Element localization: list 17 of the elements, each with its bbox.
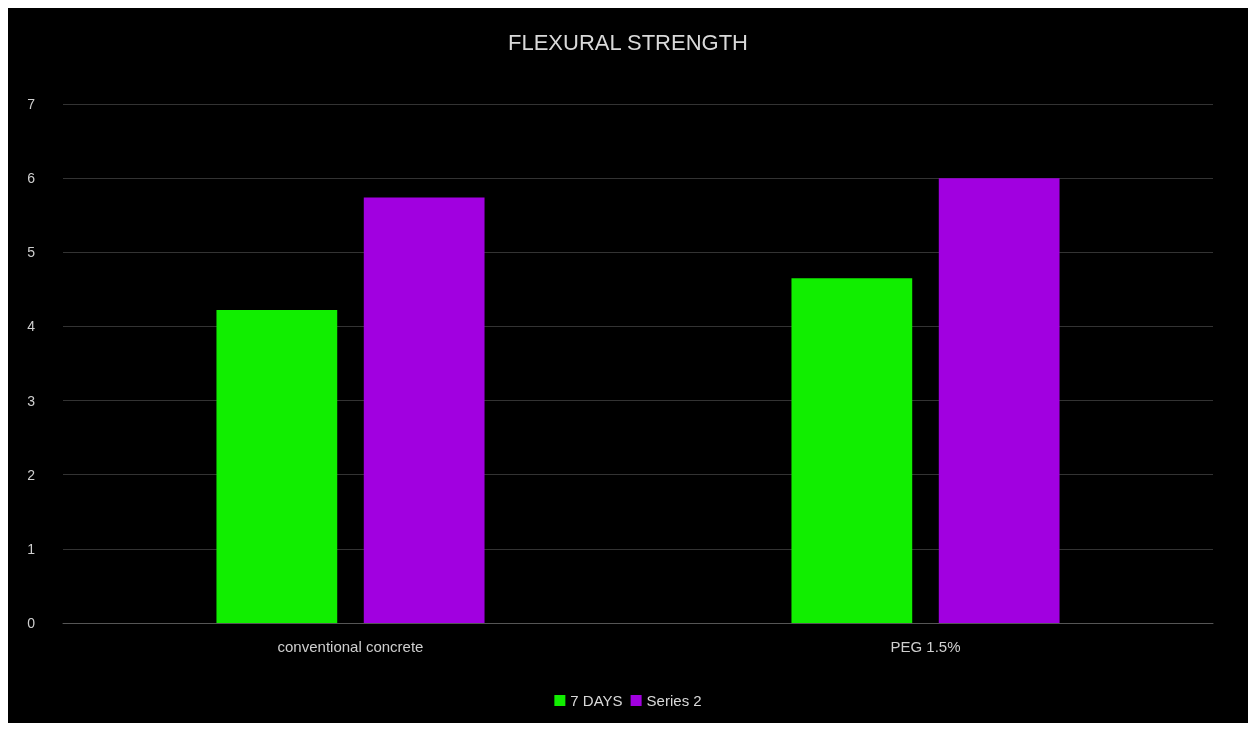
x-tick-label: PEG 1.5% — [890, 638, 961, 655]
legend-label: 7 DAYS — [570, 692, 623, 709]
y-tick-label: 6 — [27, 170, 36, 187]
y-tick-label: 1 — [27, 540, 36, 557]
legend-label: Series 2 — [646, 692, 702, 709]
chart-title: FLEXURAL STRENGTH — [507, 29, 749, 55]
bar — [791, 278, 913, 623]
bar — [216, 310, 338, 623]
y-tick-label: 0 — [27, 615, 36, 631]
x-tick-label: conventional concrete — [277, 638, 424, 655]
y-tick-label: 3 — [27, 392, 36, 409]
bar — [938, 178, 1060, 623]
y-tick-label: 4 — [27, 318, 36, 335]
y-tick-label: 2 — [27, 466, 36, 483]
bar — [363, 197, 485, 623]
y-tick-label: 5 — [27, 244, 36, 261]
y-tick-label: 7 — [27, 96, 36, 112]
